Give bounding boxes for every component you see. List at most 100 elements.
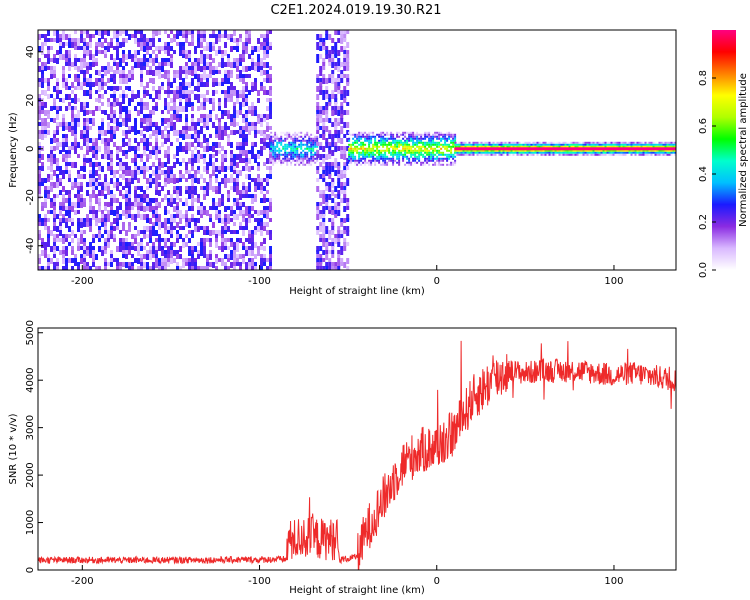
- heatmap-cell: [86, 222, 89, 227]
- heatmap-cell: [47, 86, 50, 91]
- heatmap-cell: [638, 141, 641, 144]
- heatmap-cell: [322, 58, 326, 63]
- heatmap-cell: [618, 151, 621, 154]
- heatmap-cell: [50, 150, 53, 156]
- heatmap-cell: [125, 142, 128, 146]
- heatmap-cell: [47, 82, 50, 87]
- heatmap-cell: [71, 118, 74, 123]
- heatmap-cell: [188, 54, 191, 60]
- heatmap-cell: [101, 82, 104, 87]
- heatmap-cell: [366, 135, 369, 138]
- heatmap-cell: [89, 158, 92, 164]
- heatmap-cell: [110, 162, 113, 166]
- heatmap-cell: [215, 266, 218, 270]
- heatmap-cell: [331, 198, 335, 203]
- heatmap-cell: [41, 46, 44, 50]
- heatmap-cell: [119, 58, 122, 64]
- heatmap-cell: [674, 145, 676, 148]
- heatmap-cell: [77, 170, 80, 175]
- heatmap-cell: [191, 38, 194, 44]
- heatmap-cell: [236, 74, 239, 79]
- heatmap-cell: [56, 158, 59, 164]
- heatmap-cell: [191, 194, 194, 198]
- heatmap-cell: [319, 78, 323, 83]
- heatmap-cell: [56, 110, 59, 114]
- heatmap-cell: [343, 74, 347, 78]
- heatmap-cell: [414, 133, 417, 136]
- heatmap-cell: [438, 141, 441, 144]
- heatmap-cell: [328, 142, 332, 148]
- heatmap-cell: [564, 151, 567, 154]
- heatmap-cell: [343, 146, 347, 150]
- heatmap-cell: [110, 226, 113, 232]
- heatmap-cell: [316, 118, 320, 123]
- heatmap-cell: [134, 218, 137, 222]
- y-tick-label: 3000: [25, 415, 36, 440]
- heatmap-cell: [236, 94, 239, 100]
- heatmap-cell: [191, 34, 194, 40]
- heatmap-cell: [98, 78, 101, 83]
- heatmap-cell: [41, 178, 44, 183]
- heatmap-cell: [233, 30, 236, 36]
- heatmap-cell: [83, 262, 86, 266]
- heatmap-cell: [179, 218, 182, 224]
- heatmap-cell: [354, 145, 357, 148]
- heatmap-cell: [53, 210, 56, 214]
- heatmap-cell: [269, 154, 272, 160]
- heatmap-cell: [331, 210, 335, 215]
- heatmap-cell: [662, 151, 665, 154]
- heatmap-cell: [310, 141, 313, 144]
- heatmap-cell: [155, 238, 158, 242]
- heatmap-cell: [356, 135, 359, 138]
- heatmap-cell: [322, 266, 326, 270]
- heatmap-cell: [152, 250, 155, 254]
- heatmap-cell: [492, 153, 495, 156]
- heatmap-cell: [337, 78, 341, 83]
- heatmap-cell: [197, 106, 200, 111]
- heatmap-cell: [206, 266, 209, 270]
- heatmap-cell: [158, 130, 161, 135]
- heatmap-cell: [446, 139, 449, 142]
- heatmap-cell: [179, 102, 182, 108]
- heatmap-cell: [398, 143, 401, 146]
- heatmap-cell: [266, 166, 269, 170]
- heatmap-cell: [122, 106, 125, 112]
- heatmap-cell: [92, 142, 95, 146]
- heatmap-cell: [107, 190, 110, 195]
- heatmap-cell: [266, 214, 269, 219]
- heatmap-cell: [394, 145, 397, 148]
- heatmap-cell: [532, 145, 535, 148]
- heatmap-cell: [98, 146, 101, 152]
- heatmap-cell: [590, 149, 593, 152]
- heatmap-cell: [119, 122, 122, 127]
- heatmap-cell: [452, 163, 455, 166]
- heatmap-cell: [288, 151, 291, 154]
- heatmap-cell: [131, 146, 134, 151]
- heatmap-cell: [104, 206, 107, 211]
- heatmap-cell: [59, 178, 62, 183]
- heatmap-cell: [122, 94, 125, 99]
- heatmap-cell: [155, 174, 158, 179]
- heatmap-cell: [518, 149, 521, 152]
- heatmap-cell: [86, 246, 89, 250]
- heatmap-cell: [155, 138, 158, 142]
- heatmap-cell: [408, 147, 411, 150]
- heatmap-cell: [304, 153, 307, 156]
- heatmap-cell: [374, 145, 377, 148]
- heatmap-cell: [119, 206, 122, 210]
- heatmap-cell: [164, 138, 167, 144]
- heatmap-cell: [125, 114, 128, 120]
- heatmap-cell: [346, 54, 350, 60]
- heatmap-cell: [358, 137, 361, 140]
- heatmap-cell: [125, 134, 128, 139]
- heatmap-cell: [254, 78, 257, 83]
- heatmap-cell: [251, 82, 254, 87]
- heatmap-cell: [660, 145, 663, 148]
- heatmap-cell: [337, 90, 341, 94]
- heatmap-cell: [110, 106, 113, 111]
- heatmap-cell: [368, 131, 371, 134]
- heatmap-cell: [638, 143, 641, 146]
- heatmap-cell: [368, 147, 371, 150]
- heatmap-cell: [263, 78, 266, 82]
- heatmap-cell: [137, 146, 140, 151]
